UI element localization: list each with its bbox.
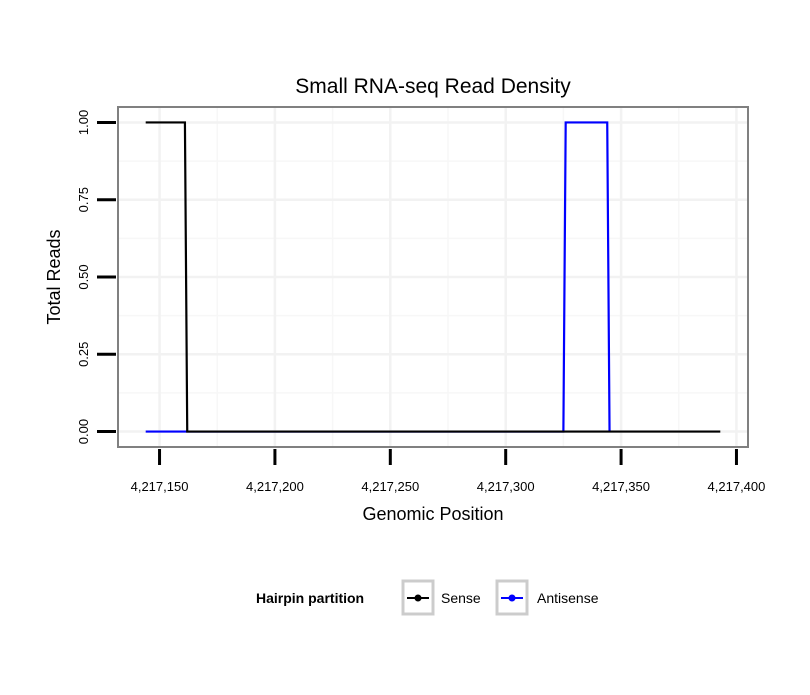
axes: 4,217,150 4,217,200 4,217,250 4,217,300 4,21… [76,110,765,494]
x-axis-label: Genomic Position [362,504,503,524]
legend-point-sense [414,594,422,602]
y-tick-label: 0.50 [76,264,91,289]
y-tick-label: 0.25 [76,342,91,367]
x-tick-label: 4,217,200 [246,479,304,494]
x-tick-label: 4,217,250 [361,479,419,494]
legend: Hairpin partition Sense Antisense [256,579,599,616]
y-tick-label: 1.00 [76,110,91,135]
y-tick-label: 0.00 [76,419,91,444]
series-lines [145,121,721,433]
y-axis-label: Total Reads [44,229,64,324]
legend-title: Hairpin partition [256,590,364,606]
y-tick-label: 0.75 [76,187,91,212]
x-tick-label: 4,217,150 [131,479,189,494]
chart-title: Small RNA-seq Read Density [295,75,571,98]
legend-label-sense[interactable]: Sense [441,590,481,606]
grid [118,107,748,447]
x-tick-label: 4,217,300 [477,479,535,494]
legend-label-antisense[interactable]: Antisense [537,590,599,606]
x-tick-label: 4,217,400 [708,479,766,494]
x-tick-label: 4,217,350 [592,479,650,494]
panel-border [117,106,749,448]
legend-point-antisense [508,594,516,602]
series-line-sense [145,121,721,433]
